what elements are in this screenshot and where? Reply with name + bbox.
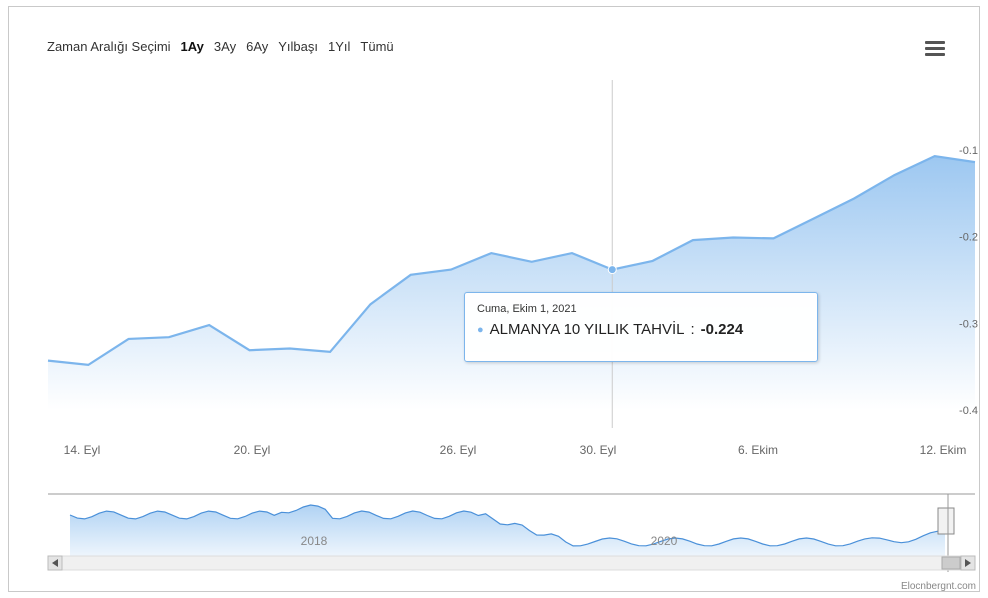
x-tick-label: 20. Eyl	[234, 443, 271, 457]
scrollbar-thumb[interactable]	[941, 556, 961, 570]
range-button-6ay[interactable]: 6Ay	[246, 39, 269, 54]
series-dot-icon: ●	[477, 323, 484, 336]
scroll-left-arrow-icon	[52, 559, 58, 567]
x-tick-label: 30. Eyl	[580, 443, 617, 457]
range-button-1yil[interactable]: 1Yıl	[328, 39, 351, 54]
navigator-year-label: 2020	[651, 534, 678, 548]
area-fill	[48, 156, 975, 410]
y-tick-label: -0.1	[959, 145, 978, 157]
x-tick-label: 26. Eyl	[440, 443, 477, 457]
tooltip-row: ● ALMANYA 10 YILLIK TAHVİL: -0.224	[477, 321, 744, 338]
hamburger-menu-icon[interactable]	[925, 41, 945, 56]
y-tick-label: -0.4	[959, 405, 978, 417]
range-button-tumu[interactable]: Tümü	[360, 39, 394, 54]
credits-link[interactable]: Elocnbergnt.com	[900, 581, 976, 592]
tooltip-series-name: ALMANYA 10 YILLIK TAHVİL	[489, 321, 685, 338]
range-button-3ay[interactable]: 3Ay	[213, 39, 237, 54]
series-line	[47, 154, 976, 367]
navigator-year-label: 2018	[301, 534, 328, 548]
range-selector-label: Zaman Aralığı Seçimi	[47, 39, 171, 54]
range-selector: Zaman Aralığı Seçimi 1Ay 3Ay 6Ay Yılbaşı…	[47, 39, 394, 54]
navigator-line	[69, 504, 946, 547]
x-tick-label: 12. Ekim	[920, 443, 967, 457]
x-tick-label: 6. Ekim	[738, 443, 778, 457]
y-tick-label: -0.3	[959, 318, 978, 330]
tooltip-value: -0.224	[700, 321, 744, 338]
range-button-yilbasi[interactable]: Yılbaşı	[278, 39, 319, 54]
hover-point	[607, 265, 617, 275]
data-tooltip: Cuma, Ekim 1, 2021 ● ALMANYA 10 YILLIK T…	[464, 292, 818, 362]
x-tick-label: 14. Eyl	[64, 443, 101, 457]
y-tick-label: -0.2	[959, 232, 978, 244]
scroll-right-arrow-icon	[965, 559, 971, 567]
navigator-area	[70, 505, 945, 565]
navigator-handle[interactable]	[937, 507, 955, 535]
tooltip-date: Cuma, Ekim 1, 2021	[477, 303, 577, 315]
scrollbar-track	[47, 555, 976, 571]
range-button-1ay[interactable]: 1Ay	[180, 39, 204, 54]
